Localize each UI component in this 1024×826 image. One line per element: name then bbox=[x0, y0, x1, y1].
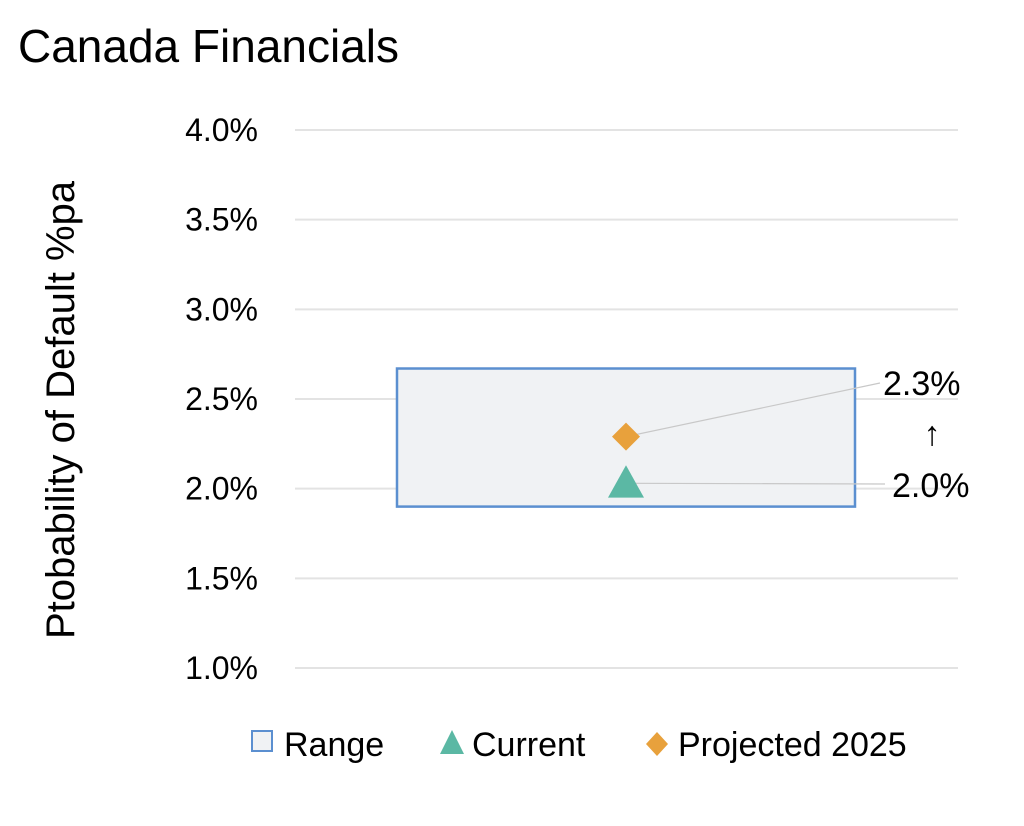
y-axis-label: Ptobability of Default %pa bbox=[39, 180, 83, 639]
projected-diamond-marker bbox=[612, 422, 640, 451]
y-tick-label: 2.0% bbox=[185, 471, 258, 507]
y-tick-label: 4.0% bbox=[185, 112, 258, 148]
current-value-label: 2.0% bbox=[892, 467, 970, 505]
y-tick-label: 3.5% bbox=[185, 202, 258, 238]
y-tick-label: 1.0% bbox=[185, 650, 258, 686]
y-tick-label: 3.0% bbox=[185, 291, 258, 327]
y-tick-label: 1.5% bbox=[185, 560, 258, 596]
legend-projected-label: Projected 2025 bbox=[678, 726, 907, 764]
legend-range-swatch bbox=[251, 730, 273, 752]
legend: Range Current Projected 2025 bbox=[251, 726, 907, 764]
legend-current-label: Current bbox=[472, 726, 586, 764]
current-leader-line bbox=[625, 482, 886, 485]
up-arrow-icon: ↑ bbox=[924, 415, 941, 453]
legend-range-label: Range bbox=[284, 726, 384, 764]
y-tick-labels: 4.0% 3.5% 3.0% 2.5% 2.0% 1.5% 1.0% bbox=[185, 112, 258, 686]
chart-title: Canada Financials bbox=[18, 20, 399, 72]
y-tick-label: 2.5% bbox=[185, 381, 258, 417]
legend-projected-swatch bbox=[646, 732, 668, 756]
legend-current-swatch bbox=[440, 730, 464, 754]
chart-marks: 2.3% 2.0% ↑ bbox=[395, 365, 970, 508]
projected-leader-line bbox=[625, 382, 881, 438]
current-triangle-marker bbox=[608, 465, 644, 498]
projected-value-label: 2.3% bbox=[883, 365, 961, 403]
